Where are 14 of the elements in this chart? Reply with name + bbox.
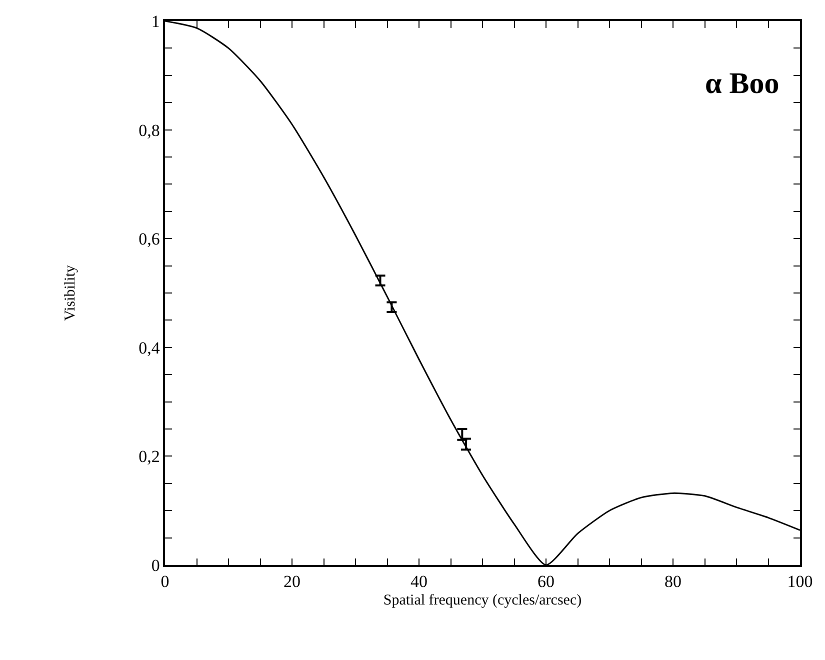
x-tick-label: 20 bbox=[284, 572, 300, 592]
y-tick-label: 0,4 bbox=[138, 338, 160, 358]
x-tick-label: 60 bbox=[538, 572, 554, 592]
y-tick-label: 0,6 bbox=[138, 230, 160, 249]
y-tick-label: 0 bbox=[151, 556, 160, 575]
y-axis-title: Visibility bbox=[62, 264, 78, 321]
x-tick-label: 40 bbox=[410, 572, 428, 592]
y-tick-label: 1 bbox=[151, 12, 160, 31]
y-tick-label: 0,8 bbox=[138, 120, 160, 140]
y-tick-label: 0,2 bbox=[138, 447, 160, 466]
x-axis-title: Spatial frequency (cycles/arcsec) bbox=[383, 592, 582, 609]
annotation: α Boo bbox=[705, 67, 780, 100]
x-tick-label: 100 bbox=[787, 572, 813, 592]
x-tick-label: 80 bbox=[664, 572, 682, 592]
